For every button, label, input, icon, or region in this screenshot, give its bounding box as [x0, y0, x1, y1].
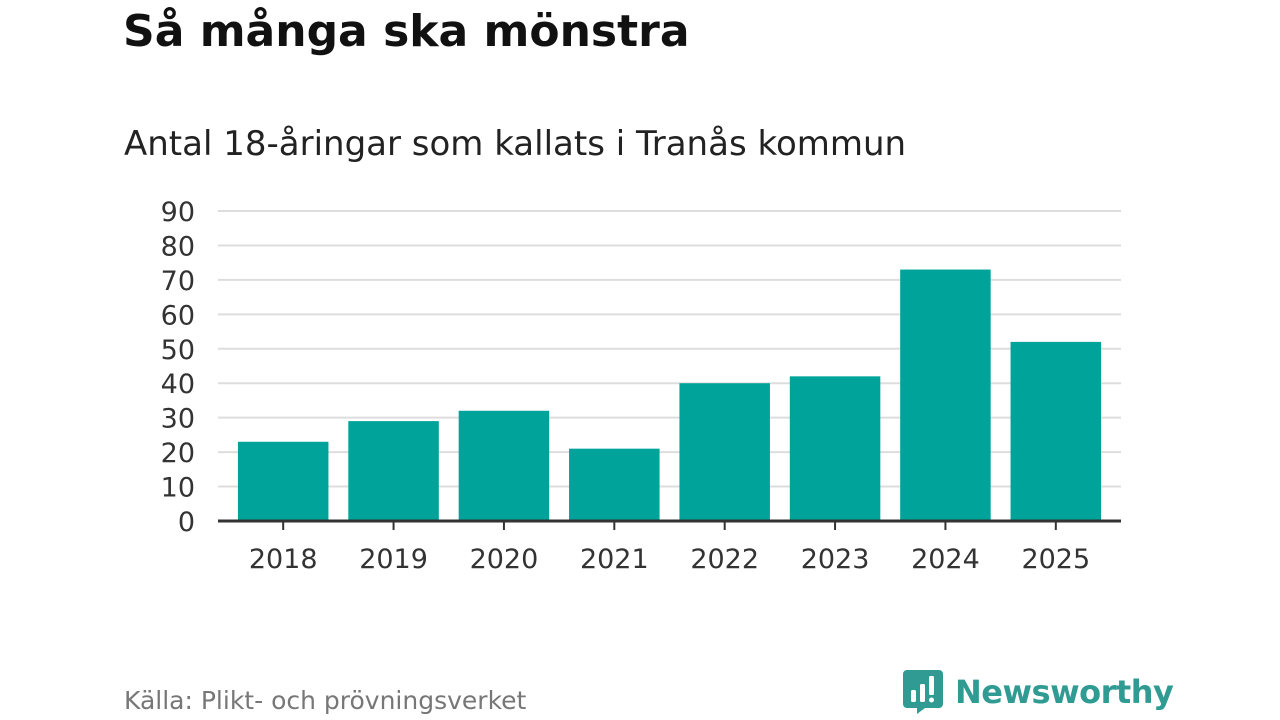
y-tick-label: 80 — [161, 231, 195, 262]
brand-logo: Newsworthy — [903, 670, 1174, 714]
chart-subtitle: Antal 18-åringar som kallats i Tranås ko… — [124, 124, 907, 164]
x-tick-label: 2023 — [801, 544, 870, 575]
x-tick-label: 2024 — [911, 544, 980, 575]
bar-2018 — [237, 441, 329, 521]
bar-2023 — [789, 376, 881, 521]
bar-2020 — [458, 410, 550, 521]
x-axis-ticks: 2018 2019 2020 2021 2022 2023 2024 2025 — [249, 544, 1090, 575]
y-tick-label: 10 — [161, 473, 195, 504]
y-tick-label: 50 — [161, 335, 195, 366]
y-tick-label: 0 — [178, 507, 195, 538]
y-tick-label: 40 — [161, 369, 195, 400]
y-tick-label: 30 — [161, 404, 195, 435]
chart-title: Så många ska mönstra — [123, 6, 690, 57]
x-tick-label: 2021 — [580, 544, 649, 575]
bar-2021 — [569, 448, 660, 521]
x-tick-label: 2022 — [690, 544, 759, 575]
bar-2022 — [679, 383, 770, 521]
bar-2019 — [348, 421, 439, 521]
x-tick-label: 2019 — [359, 544, 428, 575]
y-tick-label: 20 — [161, 438, 195, 469]
x-tick-label: 2025 — [1021, 544, 1090, 575]
x-axis — [218, 519, 1121, 530]
x-tick-label: 2018 — [249, 544, 318, 575]
y-tick-label: 90 — [161, 197, 195, 228]
source-note: Källa: Plikt- och prövningsverket — [124, 686, 527, 715]
bar-2024 — [900, 269, 991, 521]
brand-name: Newsworthy — [955, 673, 1174, 711]
bar-2025 — [1010, 341, 1102, 521]
newsworthy-logo-icon — [903, 670, 943, 714]
x-tick-label: 2020 — [470, 544, 539, 575]
y-tick-label: 70 — [161, 266, 195, 297]
bars — [237, 269, 1102, 521]
y-tick-label: 60 — [161, 300, 195, 331]
